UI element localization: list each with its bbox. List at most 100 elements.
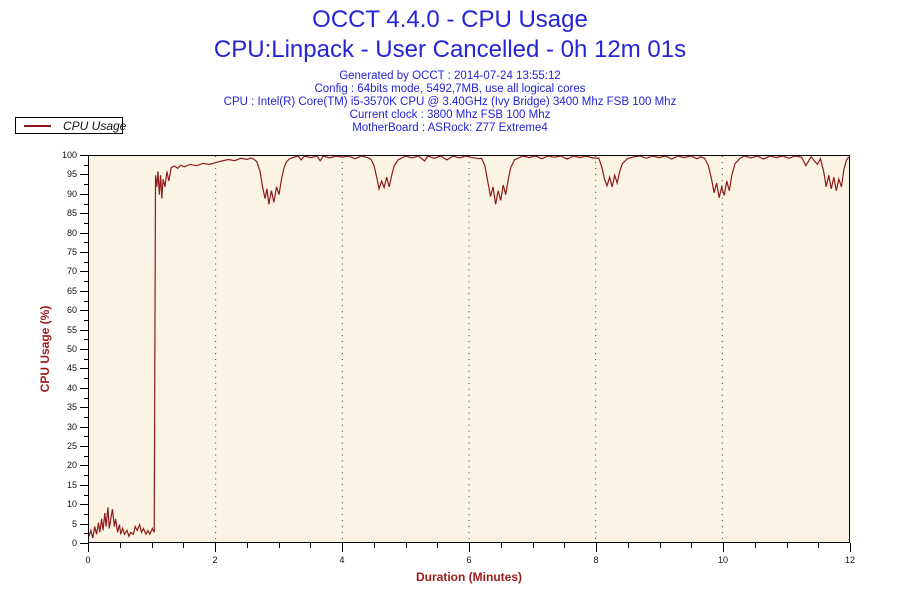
- y-minor-tick-mark: [84, 223, 89, 224]
- y-tick-mark: [80, 407, 89, 408]
- x-minor-tick-mark: [628, 543, 629, 548]
- y-tick-label: 85: [66, 208, 77, 218]
- x-tick-label: 6: [466, 555, 472, 565]
- y-tick-label: 35: [66, 402, 77, 412]
- x-tick-label: 4: [339, 555, 345, 565]
- legend-line-sample: [24, 124, 51, 127]
- x-minor-tick-mark: [787, 543, 788, 548]
- x-minor-tick-mark: [818, 543, 819, 548]
- y-tick-mark: [80, 291, 89, 292]
- y-minor-tick-mark: [84, 378, 89, 379]
- y-tick-label: 5: [71, 519, 77, 529]
- legend-box: CPU Usage: [15, 117, 127, 134]
- y-minor-tick-mark: [84, 475, 89, 476]
- y-tick-mark: [80, 446, 89, 447]
- x-minor-tick-mark: [152, 543, 153, 548]
- y-tick-mark: [80, 485, 89, 486]
- y-tick-label: 55: [66, 325, 77, 335]
- y-tick-mark: [80, 213, 89, 214]
- info-line-cpu: CPU : Intel(R) Core(TM) i5-3570K CPU @ 3…: [223, 96, 677, 108]
- y-tick-label: 60: [66, 305, 77, 315]
- x-minor-tick-mark: [691, 543, 692, 548]
- y-tick-mark: [80, 349, 89, 350]
- legend-label: CPU Usage: [63, 118, 127, 133]
- y-tick-label: 80: [66, 228, 77, 238]
- y-minor-tick-mark: [84, 436, 89, 437]
- y-tick-label: 75: [66, 247, 77, 257]
- x-tick-mark: [850, 543, 851, 552]
- y-minor-tick-mark: [84, 339, 89, 340]
- cpu-usage-series-line: [89, 156, 849, 539]
- y-minor-tick-mark: [84, 320, 89, 321]
- y-tick-mark: [80, 271, 89, 272]
- x-tick-mark: [596, 543, 597, 552]
- y-tick-mark: [80, 368, 89, 369]
- y-minor-tick-mark: [84, 417, 89, 418]
- x-minor-tick-mark: [374, 543, 375, 548]
- x-minor-tick-mark: [406, 543, 407, 548]
- y-minor-tick-mark: [84, 359, 89, 360]
- y-tick-label: 25: [66, 441, 77, 451]
- chart-subtitle: CPU:Linpack - User Cancelled - 0h 12m 01…: [213, 36, 687, 63]
- cpu-usage-line-chart: [89, 156, 849, 542]
- y-minor-tick-mark: [84, 514, 89, 515]
- y-tick-mark: [80, 388, 89, 389]
- y-tick-label: 10: [66, 499, 77, 509]
- x-minor-tick-mark: [437, 543, 438, 548]
- y-tick-label: 90: [66, 189, 77, 199]
- x-tick-label: 10: [717, 555, 728, 565]
- y-minor-tick-mark: [84, 281, 89, 282]
- y-minor-tick-mark: [84, 204, 89, 205]
- y-tick-label: 50: [66, 344, 77, 354]
- y-tick-mark: [80, 524, 89, 525]
- y-tick-mark: [80, 543, 89, 544]
- y-tick-mark: [80, 155, 89, 156]
- info-line-motherboard: MotherBoard : ASRock: Z77 Extreme4: [352, 122, 548, 134]
- y-tick-label: 70: [66, 266, 77, 276]
- x-tick-mark: [723, 543, 724, 552]
- x-minor-tick-mark: [564, 543, 565, 548]
- y-tick-label: 20: [66, 460, 77, 470]
- y-minor-tick-mark: [84, 184, 89, 185]
- x-tick-mark: [342, 543, 343, 552]
- info-line-clock: Current clock : 3800 Mhz FSB 100 Mhz: [349, 109, 551, 121]
- y-tick-label: 40: [66, 383, 77, 393]
- x-minor-tick-mark: [120, 543, 121, 548]
- x-tick-label: 2: [212, 555, 218, 565]
- chart-title: OCCT 4.4.0 - CPU Usage: [312, 6, 588, 33]
- y-minor-tick-mark: [84, 495, 89, 496]
- y-tick-mark: [80, 174, 89, 175]
- y-minor-tick-mark: [84, 165, 89, 166]
- y-tick-label: 45: [66, 363, 77, 373]
- y-minor-tick-mark: [84, 456, 89, 457]
- x-minor-tick-mark: [310, 543, 311, 548]
- y-minor-tick-mark: [84, 242, 89, 243]
- x-minor-tick-mark: [533, 543, 534, 548]
- y-tick-mark: [80, 427, 89, 428]
- info-line-generated: Generated by OCCT : 2014-07-24 13:55:12: [339, 70, 561, 82]
- y-tick-mark: [80, 233, 89, 234]
- y-minor-tick-mark: [84, 533, 89, 534]
- info-block: Generated by OCCT : 2014-07-24 13:55:12 …: [0, 70, 900, 135]
- y-tick-label: 0: [71, 538, 77, 548]
- info-line-config: Config : 64bits mode, 5492,7MB, use all …: [314, 83, 586, 95]
- y-minor-tick-mark: [84, 398, 89, 399]
- x-tick-label: 0: [85, 555, 91, 565]
- x-minor-tick-mark: [183, 543, 184, 548]
- x-minor-tick-mark: [755, 543, 756, 548]
- y-tick-mark: [80, 465, 89, 466]
- y-tick-mark: [80, 252, 89, 253]
- x-minor-tick-mark: [660, 543, 661, 548]
- x-minor-tick-mark: [279, 543, 280, 548]
- y-tick-mark: [80, 504, 89, 505]
- y-tick-mark: [80, 310, 89, 311]
- x-minor-tick-mark: [501, 543, 502, 548]
- x-axis-title: Duration (Minutes): [416, 570, 522, 584]
- x-tick-mark: [469, 543, 470, 552]
- x-minor-tick-mark: [247, 543, 248, 548]
- y-tick-label: 30: [66, 422, 77, 432]
- y-minor-tick-mark: [84, 301, 89, 302]
- y-tick-label: 65: [66, 286, 77, 296]
- x-tick-label: 12: [844, 555, 855, 565]
